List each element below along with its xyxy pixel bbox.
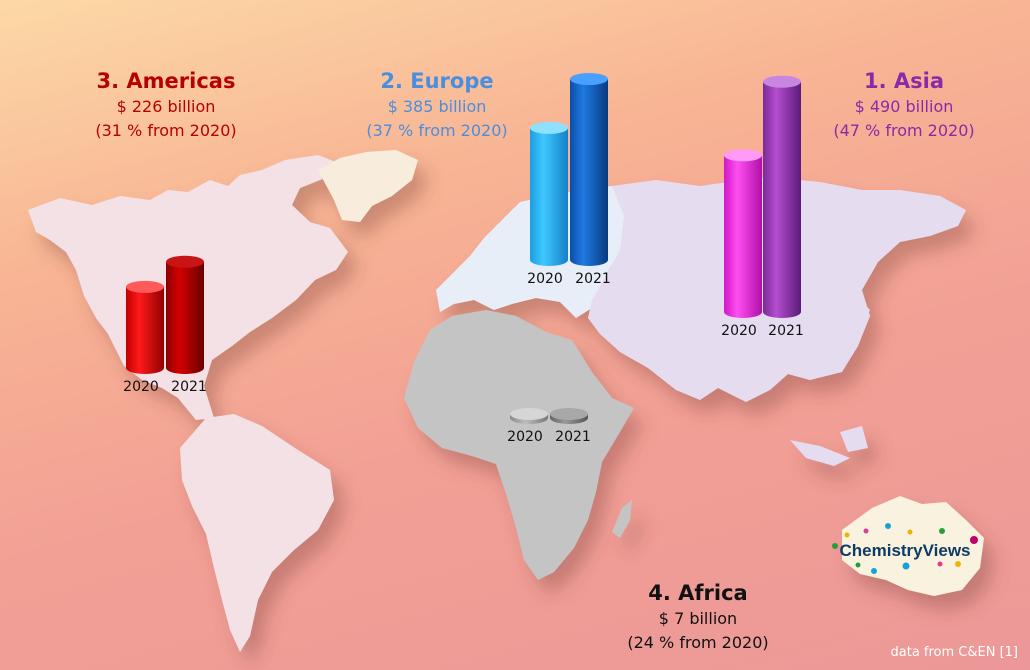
logo-dot — [832, 543, 838, 549]
region-label-africa: 4. Africa $ 7 billion (24 % from 2020) — [568, 580, 828, 655]
region-name: 3. Americas — [96, 69, 236, 93]
bar-asia-2021 — [763, 75, 801, 318]
region-value: $ 7 billion — [658, 609, 738, 628]
tick-label-americas-2021: 2021 — [171, 379, 207, 395]
island-madagascar — [612, 500, 632, 538]
region-label-americas: 3. Americas $ 226 billion (31 % from 202… — [36, 68, 296, 143]
tick-label-americas-2020: 2020 — [123, 379, 159, 395]
region-name: 4. Africa — [648, 581, 748, 605]
continent-africa — [404, 310, 634, 580]
tick-label-europe-2021: 2021 — [575, 271, 611, 287]
continent-greenland — [318, 150, 418, 222]
bar-cap — [166, 255, 204, 268]
logo-text: ChemistryViews — [839, 541, 970, 560]
bar-cap — [510, 408, 548, 420]
bar-cap — [126, 280, 164, 293]
region-value: $ 385 billion — [387, 97, 487, 116]
bar-body — [530, 127, 568, 267]
bar-body — [570, 79, 608, 266]
bar-cap — [724, 149, 762, 162]
tick-label-asia-2020: 2020 — [721, 323, 757, 339]
logo-dot — [970, 536, 978, 544]
region-label-europe: 2. Europe $ 385 billion (37 % from 2020) — [307, 68, 567, 143]
bar-africa-2021 — [550, 408, 588, 424]
bar-europe-2020 — [530, 121, 568, 267]
region-label-asia: 1. Asia $ 490 billion (47 % from 2020) — [774, 68, 1030, 143]
bar-asia-2020 — [724, 149, 762, 318]
bar-chart-area — [126, 73, 801, 424]
region-growth: (31 % from 2020) — [95, 121, 237, 140]
bar-americas-2021 — [166, 255, 204, 374]
tick-label-africa-2021: 2021 — [555, 429, 591, 445]
logo-dot — [902, 562, 910, 570]
bar-europe-2021 — [570, 73, 608, 266]
logo-dot — [937, 561, 943, 567]
bar-body — [126, 286, 164, 374]
logo-dot — [955, 561, 961, 567]
bar-cap — [570, 73, 608, 86]
bar-body — [166, 261, 204, 374]
island-indonesia — [790, 440, 850, 466]
continent-australia — [842, 496, 984, 596]
bar-cap — [530, 121, 568, 134]
tick-label-africa-2020: 2020 — [507, 429, 543, 445]
bar-africa-2020 — [510, 408, 548, 424]
logo-dot — [844, 532, 850, 538]
logo-dot — [871, 568, 877, 574]
logo-dot — [907, 529, 913, 535]
logo-dot — [939, 528, 945, 534]
region-name: 1. Asia — [863, 69, 945, 93]
region-growth: (24 % from 2020) — [627, 633, 769, 652]
bar-body — [763, 81, 801, 318]
logo-dot — [855, 562, 861, 568]
region-value: $ 490 billion — [854, 97, 954, 116]
island-borneo — [840, 426, 868, 452]
source-note: data from C&EN [1] — [890, 645, 1019, 660]
bar-americas-2020 — [126, 280, 164, 374]
bar-cap — [763, 75, 801, 88]
region-value: $ 226 billion — [116, 97, 216, 116]
region-growth: (37 % from 2020) — [366, 121, 508, 140]
bar-labels: 2020 2021 2020 2021 2020 2021 2020 2021 — [123, 271, 804, 445]
tick-label-europe-2020: 2020 — [527, 271, 563, 287]
region-growth: (47 % from 2020) — [833, 121, 975, 140]
bar-body — [724, 155, 762, 318]
logo-dot — [885, 523, 891, 529]
bar-cap — [550, 408, 588, 420]
tick-label-asia-2021: 2021 — [768, 323, 804, 339]
chemistryviews-logo: ChemistryViews — [832, 523, 978, 574]
island-japan — [850, 302, 870, 330]
continent-south-america — [180, 414, 334, 652]
logo-dot — [863, 528, 869, 534]
region-name: 2. Europe — [380, 69, 494, 93]
